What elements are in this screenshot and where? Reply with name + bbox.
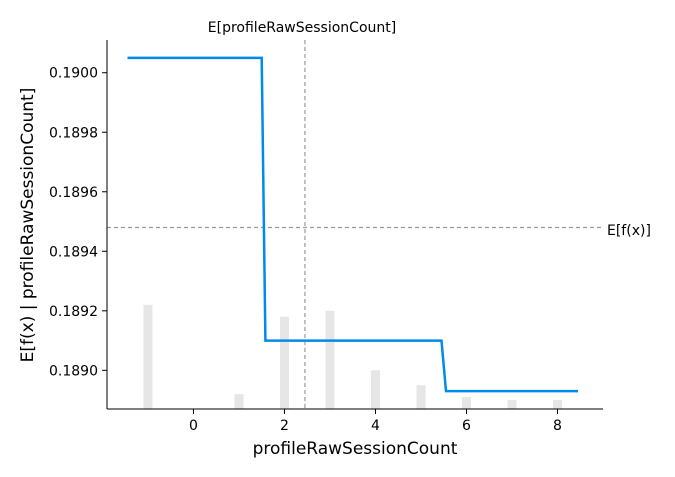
- x-tick-label: 0: [189, 418, 198, 434]
- x-axis-title: profileRawSessionCount: [253, 439, 458, 459]
- y-tick-label: 0.1896: [49, 185, 98, 201]
- x-tick-label: 4: [371, 418, 380, 434]
- y-tick-label: 0.1894: [49, 244, 98, 260]
- series-line-0: [127, 56, 578, 393]
- x-tick-label: 6: [462, 418, 471, 434]
- histogram-bar-4: [370, 370, 380, 409]
- histogram-bars: [143, 304, 562, 409]
- x-tick-label: 8: [553, 418, 562, 434]
- y-tick-label: 0.1898: [49, 125, 98, 141]
- reference-lines: [107, 40, 603, 409]
- x-tick-label: 2: [280, 418, 289, 434]
- y-tick-label: 0.1900: [49, 66, 98, 82]
- series-lines: [127, 56, 578, 393]
- y-tick-label: 0.1890: [49, 363, 98, 379]
- y-axis-title: E[f(x) | profileRawSessionCount]: [18, 88, 38, 363]
- histogram-bar-0: [143, 304, 153, 409]
- horizontal-reference-label: E[f(x)]: [607, 223, 651, 239]
- histogram-bar-8: [552, 400, 562, 409]
- axes: [106, 40, 603, 410]
- histogram-bar-2: [279, 316, 289, 409]
- vertical-reference-label: E[profileRawSessionCount]: [208, 20, 396, 36]
- y-tick-label: 0.1892: [49, 304, 98, 320]
- histogram-bar-1: [234, 394, 244, 409]
- histogram-bar-5: [416, 385, 426, 409]
- histogram-bar-7: [507, 400, 517, 409]
- histogram-bar-6: [461, 397, 471, 409]
- histogram-bar-3: [325, 310, 335, 409]
- ticks: 0 2 4 6 8 0.1890 0.1892 0.1894 0.1896 0.1898 0.190…: [49, 66, 562, 434]
